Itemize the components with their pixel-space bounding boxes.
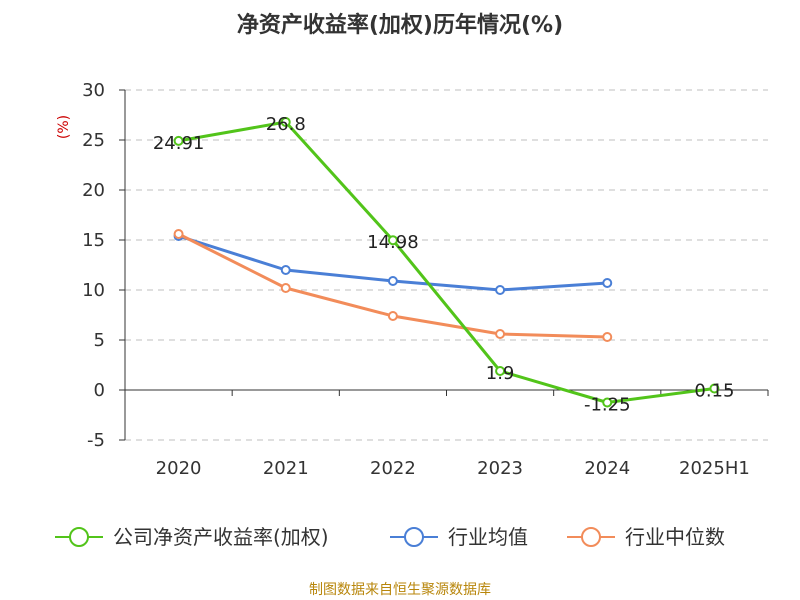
x-tick-label: 2025H1 <box>679 458 750 479</box>
chart-title: 净资产收益率(加权)历年情况(%) <box>237 12 563 38</box>
data-point <box>387 235 398 246</box>
data-label: -1.25 <box>584 395 631 416</box>
data-point <box>495 366 506 376</box>
series-0 <box>173 117 720 408</box>
data-point <box>387 276 398 286</box>
legend-item-2[interactable]: 行业中位数 <box>567 525 725 549</box>
data-point <box>280 283 291 293</box>
data-labels: 24.91 26.8 14.98 1.9 -1.25 0.15 <box>153 114 735 416</box>
legend-marker <box>581 527 601 547</box>
legend: 公司净资产收益率(加权) 行业均值 行业中位数 <box>55 525 725 549</box>
axes <box>119 89 769 441</box>
x-tick-label: 2020 <box>156 458 202 479</box>
y-tick-label: 30 <box>82 80 105 101</box>
data-point <box>602 397 613 408</box>
legend-label: 行业均值 <box>448 525 528 549</box>
legend-item-1[interactable]: 行业均值 <box>390 525 528 549</box>
y-tick-labels: -5 0 5 10 15 20 25 30 <box>82 80 105 451</box>
data-point <box>495 329 506 339</box>
data-point <box>709 383 720 394</box>
data-point <box>495 285 506 295</box>
x-tick-label: 2023 <box>477 458 523 479</box>
data-label: 14.98 <box>367 232 419 253</box>
x-tick-label: 2022 <box>370 458 416 479</box>
data-point <box>173 135 184 146</box>
y-tick-label: 15 <box>82 230 105 251</box>
y-axis-unit-label: (%) <box>56 115 72 139</box>
data-point <box>602 332 613 342</box>
legend-item-0[interactable]: 公司净资产收益率(加权) <box>55 525 329 549</box>
legend-marker <box>69 527 89 547</box>
data-label: 0.15 <box>694 381 734 402</box>
x-tick-label: 2024 <box>584 458 630 479</box>
y-tick-label: 0 <box>94 380 105 401</box>
x-tick-label: 2021 <box>263 458 309 479</box>
series-line <box>178 120 715 404</box>
legend-marker <box>404 527 424 547</box>
series-2 <box>173 229 613 342</box>
data-point <box>173 229 184 239</box>
data-point <box>602 278 613 288</box>
y-tick-label: -5 <box>87 430 105 451</box>
data-label: 26.8 <box>266 114 306 135</box>
data-label: 1.9 <box>486 363 515 384</box>
data-point <box>280 265 291 275</box>
legend-label: 行业中位数 <box>625 525 725 549</box>
source-note: 制图数据来自恒生聚源数据库 <box>309 582 491 598</box>
series-lines <box>173 117 720 408</box>
gridlines <box>125 89 768 441</box>
y-tick-label: 25 <box>82 130 105 151</box>
x-tick-labels: 2020 2021 2022 2023 2024 2025H1 <box>156 458 750 479</box>
legend-label: 公司净资产收益率(加权) <box>113 525 329 549</box>
data-point <box>387 311 398 321</box>
y-tick-label: 5 <box>94 330 105 351</box>
y-tick-label: 20 <box>82 180 105 201</box>
data-point <box>280 117 291 127</box>
data-label: 24.91 <box>153 133 205 154</box>
y-tick-label: 10 <box>82 280 105 301</box>
